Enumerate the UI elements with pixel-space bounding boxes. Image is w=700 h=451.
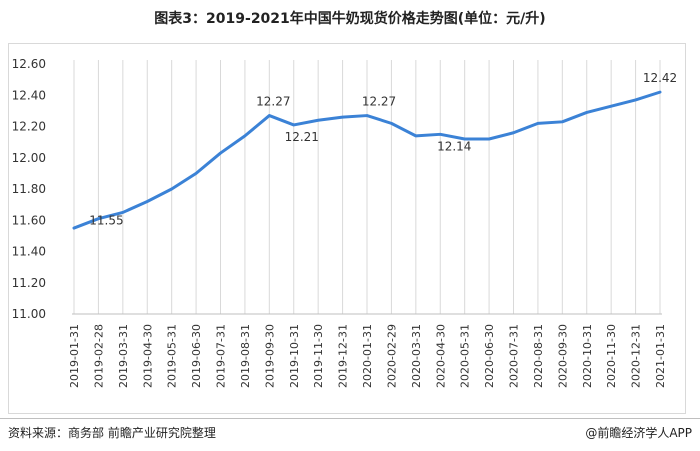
- x-tick-label-12: 2020-01-31: [361, 324, 374, 388]
- x-tick-label-15: 2020-04-30: [434, 324, 447, 388]
- x-tick-label-9: 2019-10-31: [288, 324, 301, 388]
- data-label-5: 12.42: [643, 71, 677, 85]
- x-tick-label-22: 2020-11-30: [605, 324, 618, 388]
- x-tick-label-13: 2020-02-29: [385, 324, 398, 388]
- x-tick-label-0: 2019-01-31: [68, 324, 81, 388]
- data-label-2: 12.21: [285, 130, 319, 144]
- x-tick-label-1: 2019-02-28: [92, 324, 105, 388]
- y-tick-label-6: 12.20: [12, 120, 46, 134]
- footer-divider: [0, 418, 700, 419]
- x-tick-label-3: 2019-04-30: [141, 324, 154, 388]
- x-tick-label-17: 2020-06-30: [483, 324, 496, 388]
- data-label-0: 11.55: [89, 214, 123, 228]
- x-tick-label-24: 2021-01-31: [654, 324, 667, 388]
- x-tick-label-16: 2020-05-31: [459, 324, 472, 388]
- x-tick-label-4: 2019-05-31: [166, 324, 179, 388]
- chart-title: 图表3：2019-2021年中国牛奶现货价格走势图(单位：元/升): [154, 11, 546, 27]
- y-tick-label-7: 12.40: [12, 88, 46, 102]
- x-tick-label-2: 2019-03-31: [117, 324, 130, 388]
- x-tick-label-11: 2019-12-31: [337, 324, 350, 388]
- series-line: [72, 90, 662, 230]
- y-tick-label-1: 11.20: [12, 276, 46, 290]
- x-tick-label-10: 2019-11-30: [312, 324, 325, 388]
- x-tick-label-7: 2019-08-31: [239, 324, 252, 388]
- y-tick-label-2: 11.40: [12, 245, 46, 259]
- x-tick-label-19: 2020-08-31: [532, 324, 545, 388]
- y-tick-label-3: 11.60: [12, 213, 46, 227]
- x-tick-label-20: 2020-09-30: [556, 324, 569, 388]
- source-note: 资料来源：商务部 前瞻产业研究院整理: [8, 426, 216, 440]
- data-label-1: 12.27: [256, 95, 290, 109]
- x-tick-label-8: 2019-09-30: [263, 324, 276, 388]
- y-tick-label-8: 12.60: [12, 57, 46, 71]
- x-tick-label-18: 2020-07-31: [508, 324, 521, 388]
- x-tick-label-21: 2020-10-31: [581, 324, 594, 388]
- data-label-3: 12.27: [362, 95, 396, 109]
- x-tick-label-14: 2020-03-31: [410, 324, 423, 388]
- y-tick-label-0: 11.00: [12, 307, 46, 321]
- data-label-4: 12.14: [437, 139, 471, 153]
- x-tick-label-23: 2020-12-31: [630, 324, 643, 388]
- x-tick-label-5: 2019-06-30: [190, 324, 203, 388]
- y-tick-label-5: 12.00: [12, 151, 46, 165]
- chart-frame: [8, 43, 686, 414]
- x-tick-label-6: 2019-07-31: [215, 324, 228, 388]
- brand-credit: @前瞻经济学人APP: [585, 426, 692, 440]
- y-tick-label-4: 11.80: [12, 182, 46, 196]
